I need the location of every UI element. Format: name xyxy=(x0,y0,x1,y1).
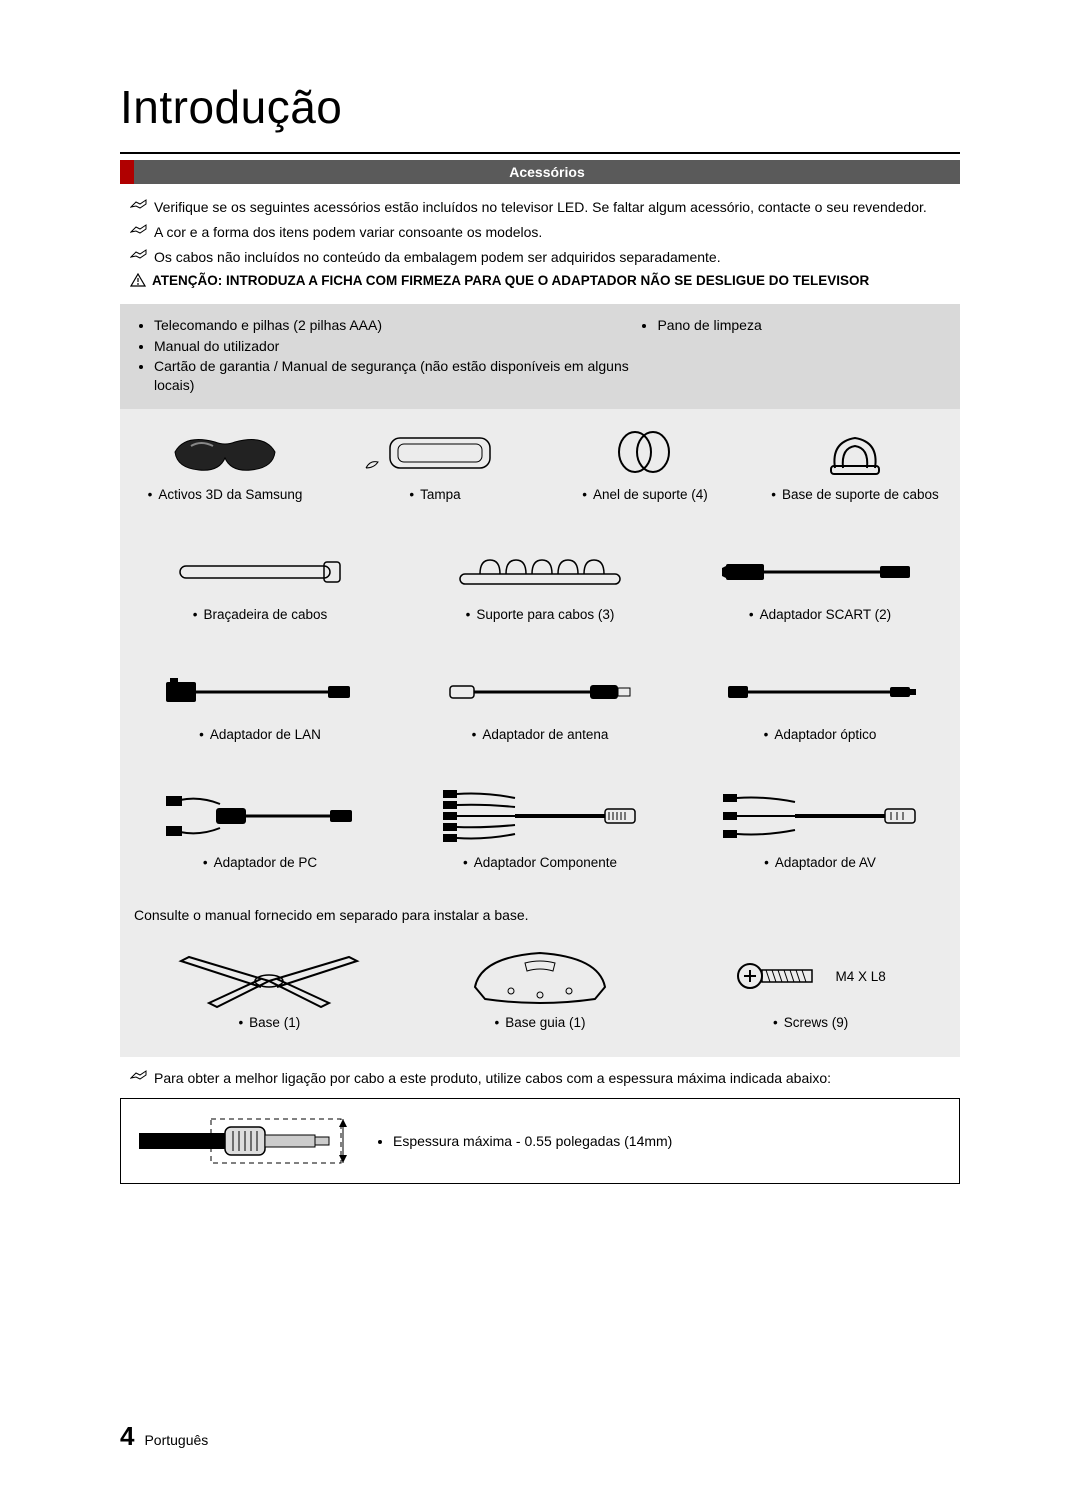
caption: Adaptador SCART (2) xyxy=(760,607,892,624)
note-text: Os cabos não incluídos no conteúdo da em… xyxy=(154,248,721,267)
base-section: Consulte o manual fornecido em separado … xyxy=(120,897,960,1057)
caption: Screws (9) xyxy=(784,1015,849,1032)
caption: Anel de suporte (4) xyxy=(593,487,708,504)
accessory-grid-row-1: •Activos 3D da Samsung •Tampa •Anel de s… xyxy=(120,409,960,529)
caption: Braçadeira de cabos xyxy=(203,607,327,624)
caption: Base guia (1) xyxy=(505,1015,585,1032)
cover-icon xyxy=(340,417,530,487)
pc-adapter-icon xyxy=(130,777,390,855)
caption: Adaptador de antena xyxy=(482,727,608,744)
note-text: Verifique se os seguintes acessórios est… xyxy=(154,198,927,217)
included-item: Manual do utilizador xyxy=(154,337,637,356)
hand-note-icon xyxy=(130,198,148,217)
scart-adapter-icon xyxy=(690,537,950,607)
holder-ring-icon xyxy=(550,417,740,487)
caption: Adaptador de LAN xyxy=(210,727,321,744)
title-rule xyxy=(120,152,960,154)
warning-row: ATENÇÃO: INTRODUZA A FICHA COM FIRMEZA P… xyxy=(130,273,960,288)
stand-base-icon xyxy=(144,937,395,1015)
screw-size-label: M4 X L8 xyxy=(836,969,886,984)
note-item: Para obter a melhor ligação por cabo a e… xyxy=(130,1069,960,1088)
note-text: Para obter a melhor ligação por cabo a e… xyxy=(154,1069,831,1088)
antenna-adapter-icon xyxy=(410,657,670,727)
cable-tie-icon xyxy=(130,537,390,607)
caption: Base (1) xyxy=(249,1015,300,1032)
hand-note-icon xyxy=(130,248,148,267)
caption: Adaptador de AV xyxy=(775,855,876,872)
accessory-grid-row-4: •Adaptador de PC •Adaptador Componente xyxy=(120,769,960,897)
page-language: Português xyxy=(144,1432,208,1448)
guide-stand-icon xyxy=(415,937,666,1015)
av-adapter-icon xyxy=(690,777,950,855)
lan-adapter-icon xyxy=(130,657,390,727)
note-item: Verifique se os seguintes acessórios est… xyxy=(130,198,960,217)
cable-holder-base-icon xyxy=(760,417,950,487)
caption: Base de suporte de cabos xyxy=(782,487,939,504)
warning-icon xyxy=(130,273,146,288)
caption: Tampa xyxy=(420,487,461,504)
page-number: 4 xyxy=(120,1421,134,1452)
included-item: Pano de limpeza xyxy=(657,316,946,335)
section-header: Acessórios xyxy=(120,160,960,184)
glasses-3d-icon xyxy=(130,417,320,487)
accessory-grid-row-3: •Adaptador de LAN •Adaptador de antena •… xyxy=(120,649,960,769)
thickness-text: Espessura máxima - 0.55 polegadas (14mm) xyxy=(393,1133,672,1149)
note-item: Os cabos não incluídos no conteúdo da em… xyxy=(130,248,960,267)
accessory-grid-row-2: •Braçadeira de cabos •Suporte para cabos… xyxy=(120,529,960,649)
cable-holder-icon xyxy=(410,537,670,607)
caption: Activos 3D da Samsung xyxy=(158,487,302,504)
caption: Adaptador Componente xyxy=(474,855,617,872)
section-header-label: Acessórios xyxy=(509,164,584,180)
page-title: Introdução xyxy=(120,80,960,134)
included-item: Cartão de garantia / Manual de segurança… xyxy=(154,357,637,395)
base-hint: Consulte o manual fornecido em separado … xyxy=(134,907,946,923)
cable-thickness-icon xyxy=(139,1113,349,1169)
warning-text: ATENÇÃO: INTRODUZA A FICHA COM FIRMEZA P… xyxy=(152,273,869,288)
page-footer: 4 Português xyxy=(120,1421,208,1452)
component-adapter-icon xyxy=(410,777,670,855)
thickness-box: Espessura máxima - 0.55 polegadas (14mm) xyxy=(120,1098,960,1184)
optical-adapter-icon xyxy=(690,657,950,727)
caption: Adaptador óptico xyxy=(774,727,876,744)
caption: Suporte para cabos (3) xyxy=(476,607,614,624)
hand-note-icon xyxy=(130,1069,148,1088)
screw-icon: M4 X L8 xyxy=(685,937,936,1015)
note-text: A cor e a forma dos itens podem variar c… xyxy=(154,223,542,242)
note-item: A cor e a forma dos itens podem variar c… xyxy=(130,223,960,242)
included-item: Telecomando e pilhas (2 pilhas AAA) xyxy=(154,316,637,335)
caption: Adaptador de PC xyxy=(214,855,318,872)
included-accessories-box: Telecomando e pilhas (2 pilhas AAA) Manu… xyxy=(120,304,960,410)
hand-note-icon xyxy=(130,223,148,242)
